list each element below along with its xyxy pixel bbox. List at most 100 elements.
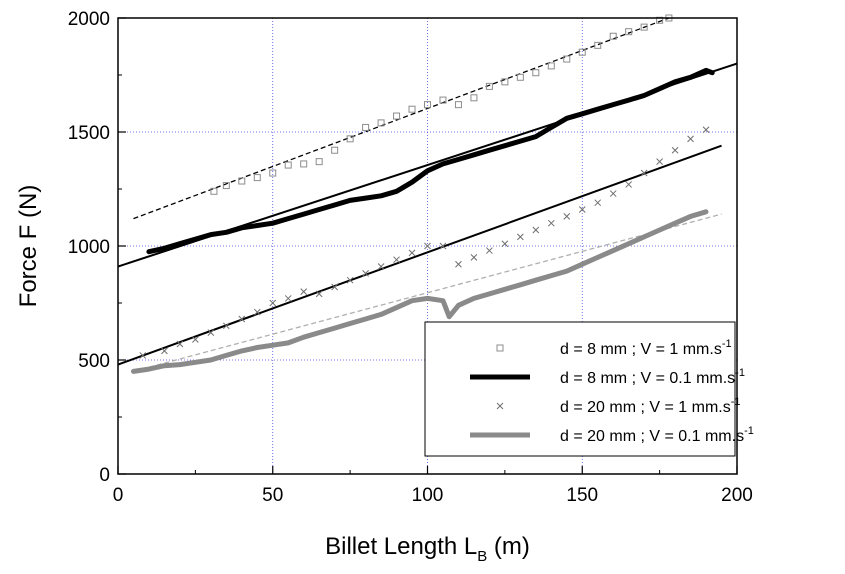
data-point [393,256,400,264]
cross-stroke-b [656,158,663,165]
data-point [563,55,571,63]
data-point [253,174,261,182]
y-tick-label: 1500 [68,123,110,144]
x-tick-label: 200 [721,485,753,506]
cross-stroke-b [702,126,710,134]
cross-stroke-b [284,295,292,302]
x-axis-title: Billet Length LB (m) [325,533,530,565]
legend-marker-swatch [496,344,504,352]
data-point [609,190,617,197]
data-point [315,290,323,298]
data-point [578,48,586,56]
data-point [656,158,663,165]
legend-label-text: d = 20 mm ; V = 1 mm.s [560,399,731,416]
cross-stroke-b [516,233,524,241]
cross-stroke-b [161,347,168,355]
legend-item-1: d = 8 mm ; V = 1 mm.s-1 [496,338,732,358]
data-point [501,240,509,248]
data-point [346,135,354,143]
legend: d = 8 mm ; V = 1 mm.s-1d = 8 mm ; V = 0.… [424,321,754,457]
data-point [222,182,230,190]
x-tick-label: 50 [262,485,283,506]
data-point [424,242,431,250]
data-point [516,233,524,241]
data-point [408,105,416,113]
y-tick-label: 0 [99,465,110,486]
cross-stroke-b [192,336,199,343]
legend-marker-swatch [496,402,504,410]
cross-stroke-b [424,242,431,250]
fit-line-3 [117,144,722,366]
cross-stroke-b [238,315,246,323]
cross-stroke-b [486,247,493,254]
legend-label-superscript: -1 [722,338,732,350]
legend-item-2: d = 8 mm ; V = 0.1 mm.s-1 [470,367,745,387]
data-point [485,82,493,90]
series-4 [131,209,709,374]
data-point [331,146,339,154]
cross-stroke-b [269,299,277,307]
data-point [269,169,277,177]
series-2 [146,67,715,255]
data-point [300,288,308,295]
fit-line-4 [133,213,722,373]
cross-stroke-b [625,181,633,188]
x-tick-label: 0 [113,485,124,506]
legend-label-text: d = 8 mm ; V = 1 mm.s [560,341,722,358]
y-tick-label: 500 [78,351,110,372]
data-point [470,254,478,261]
data-point [455,260,462,268]
cross-stroke-b [315,290,323,298]
cross-stroke-b [563,213,571,220]
cross-stroke-b [501,240,509,248]
data-point [161,347,168,355]
data-point [207,329,215,336]
legend-label-text: d = 8 mm ; V = 0.1 mm.s [560,370,735,387]
cross-stroke-b [139,352,147,359]
data-point [439,242,447,250]
data-point [470,94,478,102]
data-point [210,187,218,195]
cross-stroke-b [470,254,478,261]
legend-label: d = 8 mm ; V = 1 mm.s-1 [560,338,732,358]
data-point [563,213,571,220]
data-point [315,158,323,166]
data-point [439,96,447,104]
legend-label-superscript: -1 [735,367,745,379]
cross-stroke-b [176,340,184,348]
y-tick-label: 2000 [68,9,110,30]
data-point [284,161,292,169]
data-point [609,32,617,40]
data-point [594,41,602,49]
data-point [331,283,339,291]
data-point [547,62,555,70]
cross-stroke-b [331,283,339,291]
data-point [362,270,369,277]
data-point [516,73,524,81]
data-point [346,276,354,284]
data-point [176,340,184,348]
data-point [139,352,147,359]
x-axis-title-main: Billet Length L [325,533,477,560]
legend-item-3: d = 20 mm ; V = 1 mm.s-1 [496,396,741,416]
legend-label-superscript: -1 [731,396,741,408]
data-point [671,146,679,154]
cross-stroke-b [222,322,230,330]
cross-stroke-b [377,263,385,270]
data-point [532,226,540,234]
data-point [486,247,493,254]
data-point [454,101,462,109]
data-point [625,28,633,36]
cross-stroke-b [609,190,617,197]
data-point [269,299,277,307]
legend-label: d = 20 mm ; V = 0.1 mm.s-1 [560,425,754,445]
legend-label: d = 8 mm ; V = 0.1 mm.s-1 [560,367,745,387]
legend-item-4: d = 20 mm ; V = 0.1 mm.s-1 [470,425,754,445]
cross-stroke-b [594,199,602,207]
cross-stroke-b [532,226,540,234]
data-point [640,23,648,31]
series-3 [139,126,710,359]
